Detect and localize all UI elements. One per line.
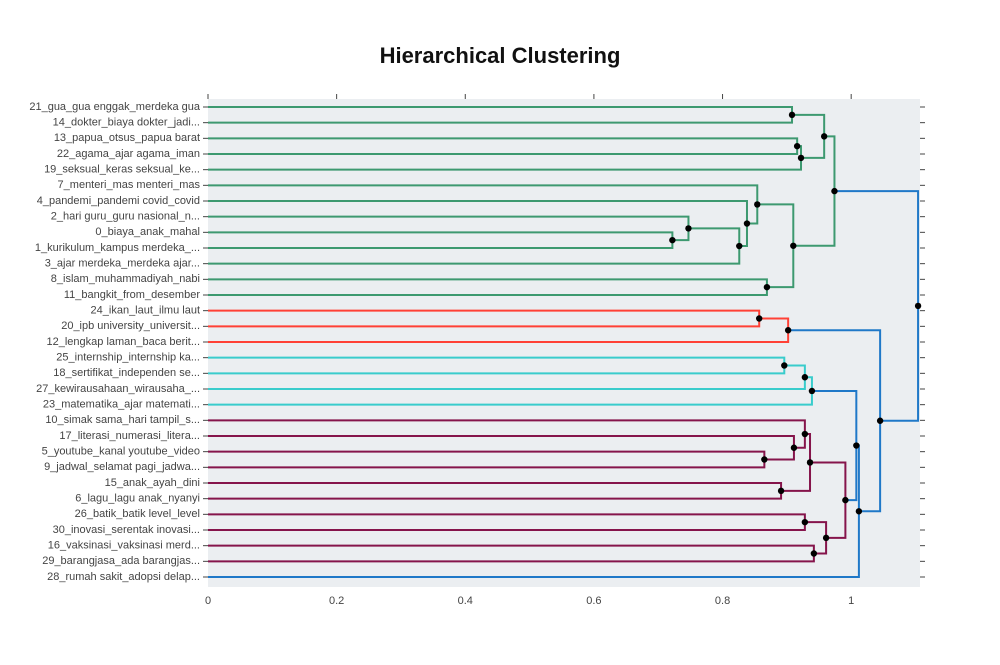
- y-tick-label: 24_ikan_laut_ilmu laut: [91, 305, 200, 317]
- y-tick-label: 18_sertifikat_independen se...: [53, 367, 200, 379]
- merge-point: [853, 442, 860, 449]
- merge-point: [914, 302, 922, 310]
- y-tick-label: 5_youtube_kanal youtube_video: [42, 446, 200, 458]
- y-tick-label: 16_vaksinasi_vaksinasi merd...: [48, 540, 200, 552]
- y-tick-label: 29_barangjasa_ada barangjas...: [42, 555, 200, 567]
- y-tick-label: 9_jadwal_selamat pagi_jadwa...: [44, 461, 200, 473]
- merge-point: [855, 508, 863, 515]
- y-tick-label: 1_kurikulum_kampus merdeka_...: [35, 242, 200, 254]
- merge-point: [822, 534, 830, 542]
- y-tick-label: 27_kewirausahaan_wirausaha_...: [36, 383, 200, 395]
- y-tick-label: 12_lengkap laman_baca berit...: [47, 336, 201, 348]
- y-tick-label: 21_gua_gua enggak_merdeka gua: [29, 101, 201, 113]
- y-tick-label: 4_pandemi_pandemi covid_covid: [37, 195, 200, 207]
- y-tick-label: 22_agama_ajar agama_iman: [57, 148, 200, 160]
- merge-point: [790, 444, 798, 451]
- y-tick-label: 8_islam_muhammadiyah_nabi: [51, 273, 200, 285]
- y-tick-label: 30_inovasi_serentak inovasi...: [53, 524, 200, 536]
- y-tick-label: 15_anak_ayah_dini: [105, 477, 200, 489]
- merge-point: [781, 362, 788, 369]
- x-tick-label: 1: [848, 595, 854, 607]
- merge-point: [793, 142, 801, 150]
- y-tick-label: 0_biaya_anak_mahal: [95, 226, 200, 238]
- y-tick-label: 17_literasi_numerasi_litera...: [59, 430, 200, 442]
- merge-point: [820, 133, 828, 140]
- merge-point: [806, 459, 814, 466]
- y-tick-label: 13_papua_otsus_papua barat: [54, 132, 200, 144]
- merge-point: [876, 417, 884, 424]
- y-tick-label: 14_dokter_biaya dokter_jadi...: [53, 117, 200, 129]
- merge-point: [736, 242, 743, 250]
- merge-point: [743, 220, 751, 227]
- merge-point: [790, 242, 797, 249]
- merge-point: [777, 487, 785, 495]
- y-tick-label: 11_bangkit_from_desember: [64, 289, 200, 301]
- x-tick-label: 0.4: [458, 595, 473, 607]
- y-tick-label: 7_menteri_mas menteri_mas: [58, 179, 201, 191]
- y-tick-label: 20_ipb university_universit...: [61, 320, 200, 332]
- y-tick-label: 6_lagu_lagu anak_nyanyi: [75, 493, 200, 505]
- merge-point: [810, 550, 818, 557]
- merge-point: [801, 374, 809, 381]
- x-tick-label: 0.6: [586, 595, 601, 607]
- y-tick-label: 28_rumah sakit_adopsi delap...: [47, 571, 200, 583]
- x-tick-label: 0.8: [715, 595, 730, 607]
- x-tick-label: 0.2: [329, 595, 344, 607]
- merge-point: [808, 387, 816, 395]
- merge-point: [685, 225, 692, 232]
- chart-title: Hierarchical Clustering: [380, 43, 621, 68]
- y-tick-label: 19_seksual_keras seksual_ke...: [44, 164, 200, 176]
- merge-point: [801, 430, 809, 438]
- merge-point: [797, 154, 805, 162]
- merge-point: [761, 456, 768, 463]
- y-tick-label: 3_ajar merdeka_merdeka ajar...: [45, 258, 200, 270]
- merge-point: [788, 111, 796, 119]
- x-tick-label: 0: [205, 595, 211, 607]
- merge-point: [831, 187, 838, 195]
- merge-point: [669, 236, 676, 244]
- y-tick-label: 2_hari guru_guru nasional_n...: [51, 211, 200, 223]
- y-tick-label: 26_batik_batik level_level: [75, 508, 200, 520]
- merge-point: [756, 315, 763, 322]
- merge-point: [763, 283, 771, 291]
- y-tick-label: 25_internship_internship ka...: [56, 352, 200, 364]
- y-tick-label: 23_matematika_ajar matemati...: [43, 399, 200, 411]
- y-tick-label: 10_simak sama_hari tampil_s...: [45, 414, 200, 426]
- merge-point: [784, 327, 792, 334]
- merge-point: [842, 496, 849, 504]
- merge-point: [801, 518, 809, 526]
- merge-point: [754, 201, 761, 208]
